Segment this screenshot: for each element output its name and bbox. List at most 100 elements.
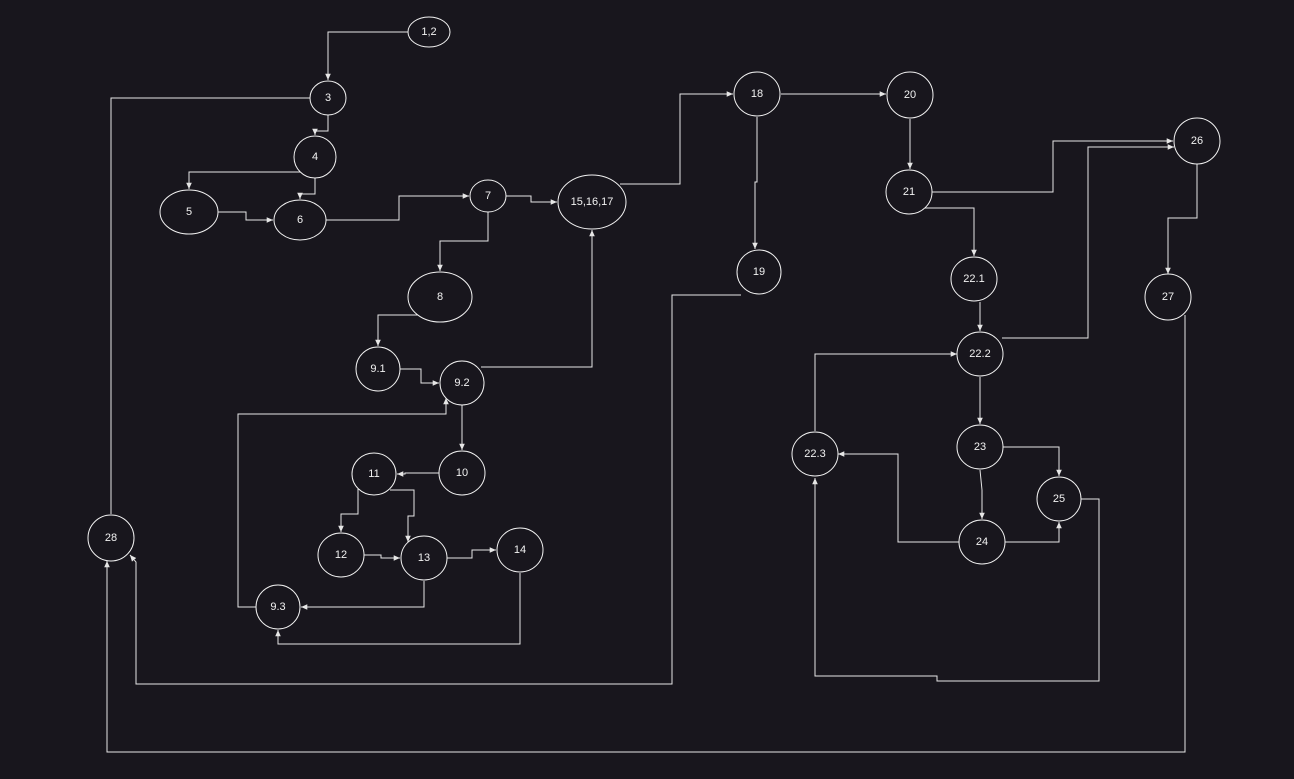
node-22_3: 22.3 <box>791 431 839 477</box>
edge-12-to-13 <box>364 554 400 561</box>
edge-27-to-28 <box>104 315 1186 753</box>
edges-layer <box>104 31 1198 753</box>
node-label: 13 <box>418 552 430 564</box>
node-shape <box>87 514 135 562</box>
node-shape <box>309 80 347 116</box>
node-shape <box>438 450 486 496</box>
edge-3-to-28 <box>110 97 310 514</box>
node-27: 27 <box>1144 273 1192 321</box>
node-label: 6 <box>297 214 303 226</box>
edge-8-to-9_1 <box>375 314 418 346</box>
node-10: 10 <box>438 450 486 496</box>
edge-24-to-22_3 <box>838 451 959 543</box>
node-label: 14 <box>514 544 526 556</box>
node-shape <box>273 199 327 241</box>
edge-25-to-22_3 <box>812 478 1100 682</box>
node-shape <box>255 584 301 630</box>
node-label: 9.2 <box>454 377 469 389</box>
edge-26-to-27 <box>1165 164 1198 274</box>
edge-21-to-26 <box>932 138 1173 193</box>
node-shape <box>407 16 451 48</box>
node-3: 3 <box>309 80 347 116</box>
node-shape <box>956 424 1004 470</box>
edge-13-to-9_3 <box>301 581 425 610</box>
node-label: 19 <box>753 266 765 278</box>
node-label: 8 <box>437 291 443 303</box>
node-25: 25 <box>1036 476 1082 522</box>
node-label: 24 <box>976 536 988 548</box>
node-label: 15,16,17 <box>571 196 614 208</box>
edge-22_3-to-22_2 <box>814 351 957 431</box>
node-18: 18 <box>733 71 781 117</box>
node-shape <box>400 535 448 581</box>
node-shape <box>958 519 1006 565</box>
node-label: 22.2 <box>969 348 990 360</box>
node-label: 22.3 <box>804 448 825 460</box>
node-9_2: 9.2 <box>439 360 485 406</box>
edge-24-to-25 <box>1005 522 1062 543</box>
node-28: 28 <box>87 514 135 562</box>
edge-15_16_17-to-18 <box>620 91 733 185</box>
node-6: 6 <box>273 199 327 241</box>
node-label: 27 <box>1162 291 1174 303</box>
edge-22_2-to-26 <box>1002 144 1174 339</box>
node-label: 26 <box>1191 135 1203 147</box>
nodes-layer: 1,2 3 4 5 6 7 15,16,17 8 9.1 9.2 10 11 12 13 14 9.3 28 18… <box>87 16 1221 630</box>
node-label: 4 <box>312 151 318 163</box>
node-shape <box>733 71 781 117</box>
node-shape <box>791 431 839 477</box>
node-shape <box>407 271 473 323</box>
node-14: 14 <box>496 527 544 573</box>
node-7: 7 <box>469 179 507 213</box>
node-9_1: 9.1 <box>355 346 401 392</box>
node-label: 18 <box>751 88 763 100</box>
node-shape <box>351 452 397 496</box>
edge-9_1-to-9_2 <box>400 368 439 386</box>
node-22_1: 22.1 <box>950 256 998 302</box>
edge-9_2-to-15_16_17 <box>481 230 595 368</box>
node-shape <box>886 71 934 119</box>
node-shape <box>159 189 219 235</box>
node-shape <box>885 169 933 215</box>
node-12: 12 <box>317 532 365 578</box>
node-label: 12 <box>335 549 347 561</box>
node-label: 9.1 <box>370 363 385 375</box>
node-shape <box>439 360 485 406</box>
node-label: 5 <box>186 206 192 218</box>
edge-21-to-22_1 <box>925 207 977 256</box>
node-label: 22.1 <box>963 273 984 285</box>
node-label: 9.3 <box>270 601 285 613</box>
node-22_2: 22.2 <box>956 331 1004 377</box>
node-shape <box>469 179 507 213</box>
node-shape <box>496 527 544 573</box>
edge-5-to-6 <box>218 211 273 223</box>
edge-14-to-9_3 <box>275 573 521 645</box>
node-label: 1,2 <box>421 26 436 38</box>
node-shape <box>293 135 337 179</box>
edge-13-to-14 <box>447 547 496 559</box>
node-23: 23 <box>956 424 1004 470</box>
node-label: 28 <box>105 532 117 544</box>
node-shape <box>736 249 782 295</box>
node-label: 11 <box>368 468 379 480</box>
node-15_16_17: 15,16,17 <box>557 174 627 230</box>
node-shape <box>557 174 627 230</box>
edge-23-to-25 <box>1003 446 1062 476</box>
node-label: 23 <box>974 441 986 453</box>
node-shape <box>355 346 401 392</box>
node-label: 21 <box>903 186 915 198</box>
edge-11-to-12 <box>338 489 359 532</box>
node-label: 10 <box>456 467 468 479</box>
node-shape <box>1144 273 1192 321</box>
node-shape <box>950 256 998 302</box>
edge-6-to-7 <box>326 193 469 221</box>
node-24: 24 <box>958 519 1006 565</box>
node-label: 7 <box>485 190 491 202</box>
node-21: 21 <box>885 169 933 215</box>
edge-1_2-to-3 <box>325 31 408 80</box>
node-11: 11 <box>351 452 397 496</box>
node-label: 20 <box>904 89 916 101</box>
node-1_2: 1,2 <box>407 16 451 48</box>
node-5: 5 <box>159 189 219 235</box>
